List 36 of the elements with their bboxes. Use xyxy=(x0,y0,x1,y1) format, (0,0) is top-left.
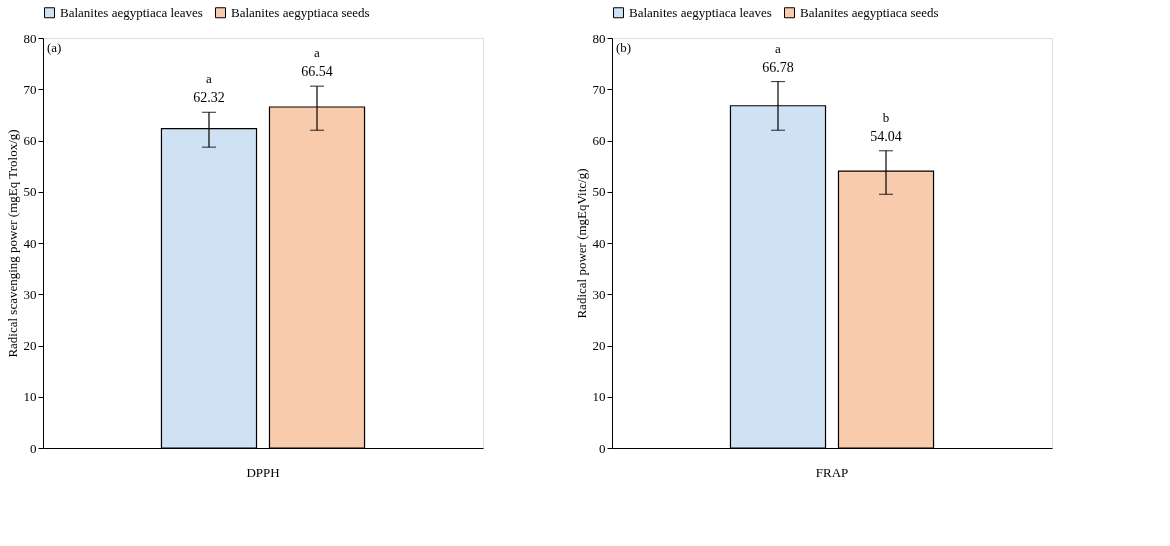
y-tick-label: 70 xyxy=(592,81,606,97)
y-tick-label: 60 xyxy=(23,133,37,148)
annotation: b xyxy=(882,109,890,125)
annotation: (a) xyxy=(47,40,62,55)
y-tick-label: 0 xyxy=(599,440,606,456)
y-axis-title: Radical power (mgEqVitc/g) xyxy=(573,168,589,319)
y-tick-label: 60 xyxy=(592,133,606,148)
data-label: 66.78 xyxy=(762,59,794,75)
data-label: 66.54 xyxy=(301,64,333,80)
y-tick-label: 40 xyxy=(23,235,37,251)
legend-label: Balanites aegyptiaca leaves xyxy=(60,4,203,20)
y-axis-title: Radical scavenging power (mgEq Trolox/g) xyxy=(4,129,20,358)
data-label: 62.32 xyxy=(193,90,225,106)
y-tick-label: 30 xyxy=(23,286,37,302)
y-tick-label: 0 xyxy=(30,440,37,456)
y-tick-label: 80 xyxy=(592,30,606,46)
y-tick-label: 20 xyxy=(23,338,37,353)
x-tick-label: DPPH xyxy=(246,464,280,480)
legend-label: Balanites aegyptiaca seeds xyxy=(800,4,939,20)
y-tick-label: 30 xyxy=(592,286,606,302)
x-tick-label: FRAP xyxy=(815,464,849,480)
data-label: 54.04 xyxy=(870,128,902,144)
legend-label: Balanites aegyptiaca seeds xyxy=(231,4,370,20)
legend-label: Balanites aegyptiaca leaves xyxy=(629,4,772,20)
annotation: a xyxy=(775,40,782,56)
annotation: a xyxy=(314,45,321,61)
y-tick-label: 70 xyxy=(23,81,37,97)
y-tick-label: 40 xyxy=(592,235,606,251)
y-tick-label: 80 xyxy=(23,30,37,46)
y-tick-label: 10 xyxy=(23,389,37,405)
y-tick-label: 10 xyxy=(592,389,606,405)
annotation: a xyxy=(206,71,213,87)
y-tick-label: 20 xyxy=(592,338,606,353)
annotation: (b) xyxy=(616,40,632,55)
y-tick-label: 50 xyxy=(23,184,37,200)
y-tick-label: 50 xyxy=(592,184,606,200)
